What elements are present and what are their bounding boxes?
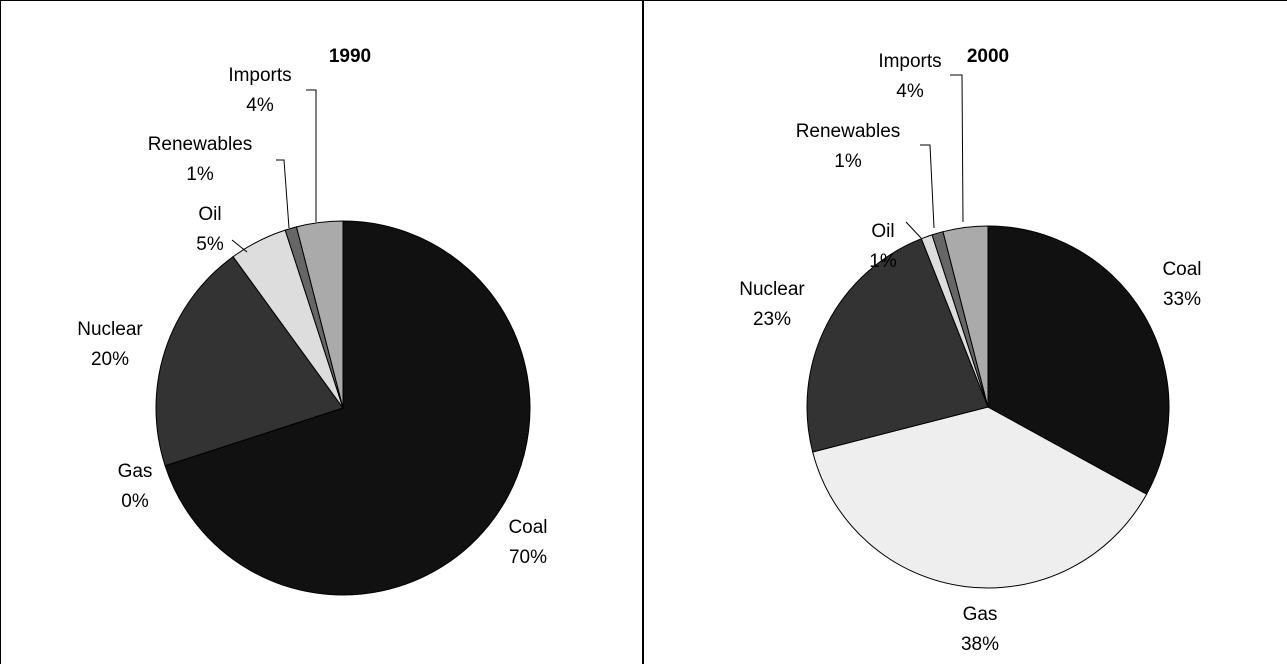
- pie-slice: [155, 256, 344, 467]
- slice-label: Coal: [1162, 259, 1201, 280]
- chart-title: 1990: [329, 46, 371, 67]
- slice-value-label: 1%: [834, 151, 862, 172]
- slice-value-label: 1%: [186, 164, 214, 185]
- slice-value-label: 0%: [121, 491, 149, 512]
- slice-label: Oil: [198, 204, 221, 225]
- pie-slice: [295, 220, 344, 409]
- slice-label: Imports: [228, 65, 291, 86]
- slice-label: Renewables: [148, 134, 253, 155]
- leader-line: [306, 89, 317, 222]
- pie-slice: [987, 225, 1170, 495]
- slice-label: Imports: [878, 51, 941, 72]
- panel-frame: [643, 0, 1287, 664]
- leader-line: [276, 159, 290, 229]
- slice-value-label: 5%: [196, 234, 224, 255]
- slice-label: Renewables: [796, 121, 901, 142]
- slice-value-label: 38%: [961, 634, 999, 655]
- leader-line: [950, 74, 964, 223]
- pie-slice: [812, 406, 1148, 589]
- pie-slice: [942, 225, 989, 408]
- slice-label: Nuclear: [77, 319, 143, 340]
- slice-label: Coal: [508, 517, 547, 538]
- slice-value-label: 33%: [1163, 289, 1201, 310]
- pie-slice: [164, 220, 531, 596]
- slice-value-label: 4%: [246, 95, 274, 116]
- slice-value-label: 70%: [509, 547, 547, 568]
- leader-line: [231, 239, 248, 253]
- pie-slice: [806, 238, 989, 453]
- slice-value-label: 4%: [896, 81, 924, 102]
- slice-label: Oil: [871, 221, 894, 242]
- leader-line: [905, 221, 922, 239]
- slice-value-label: 23%: [753, 309, 791, 330]
- slice-value-label: 1%: [869, 251, 897, 272]
- leader-line: [920, 144, 935, 229]
- chart-title: 2000: [967, 46, 1009, 67]
- slice-label: Nuclear: [739, 279, 805, 300]
- panel-frame: [0, 0, 643, 664]
- slice-value-label: 20%: [91, 349, 129, 370]
- slice-label: Gas: [118, 461, 153, 482]
- slice-label: Gas: [963, 604, 998, 625]
